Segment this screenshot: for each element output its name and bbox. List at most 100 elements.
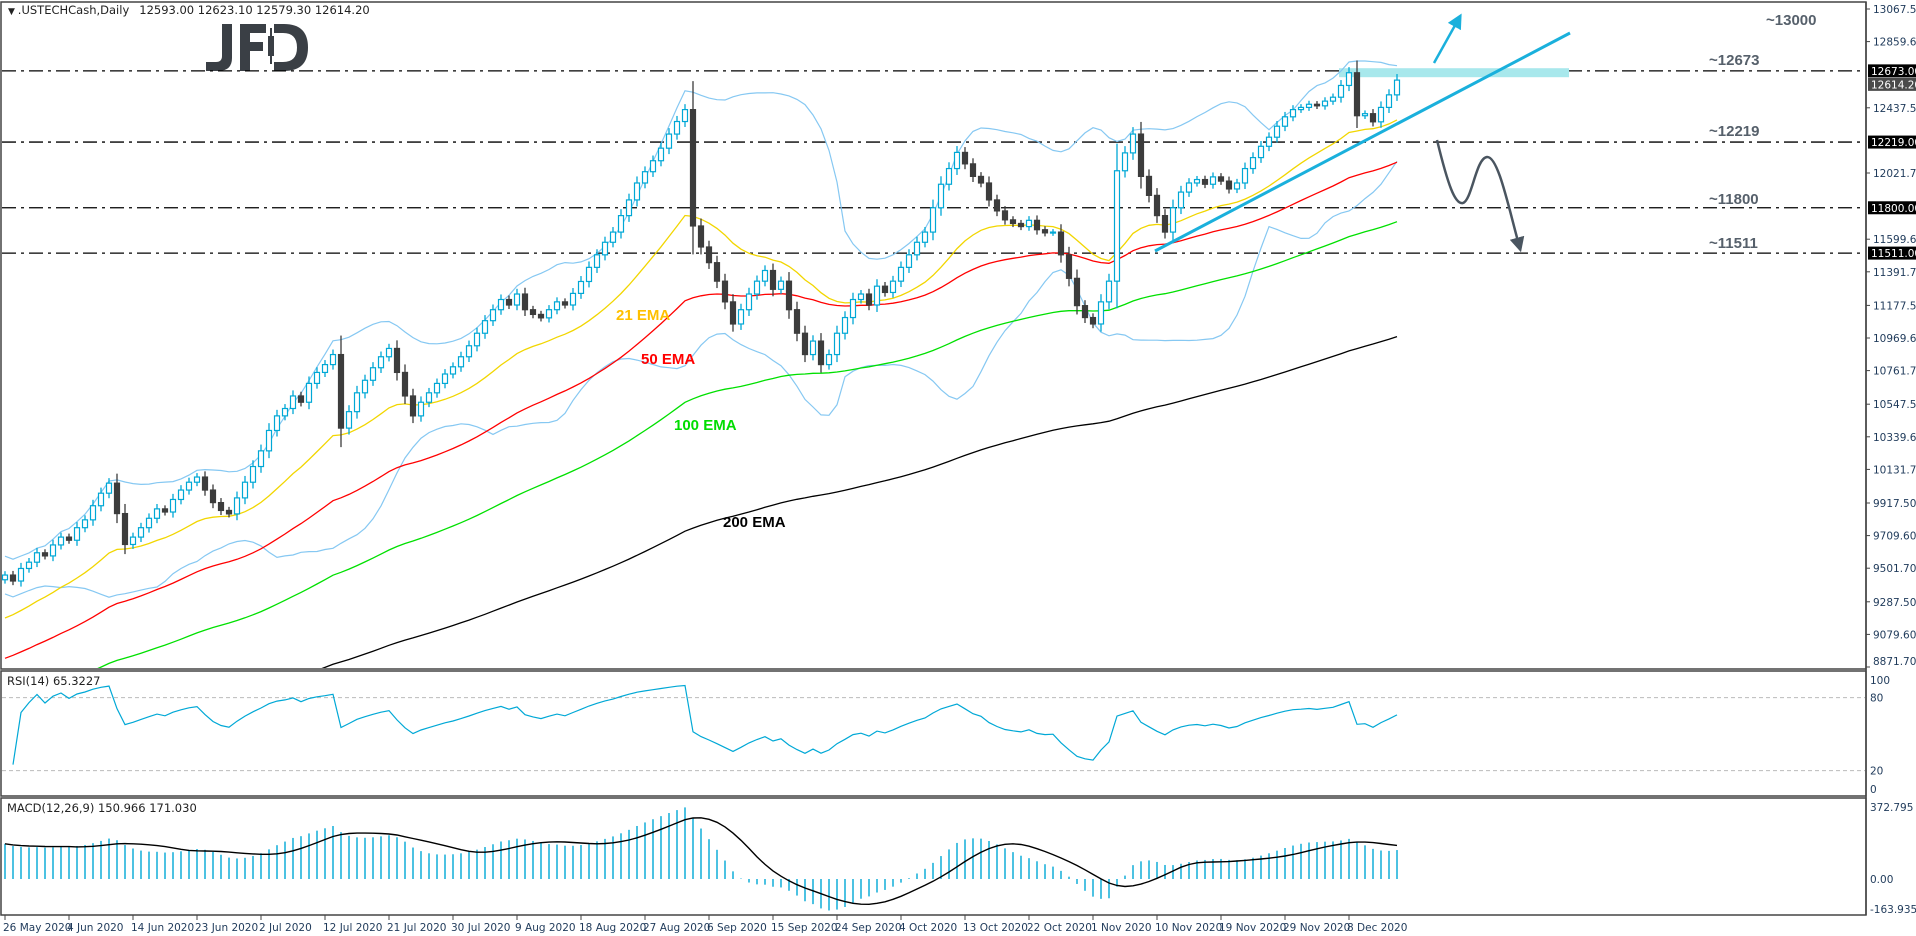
bear-candle xyxy=(1017,219,1025,231)
candle-body xyxy=(849,298,857,319)
bull-candle xyxy=(481,315,489,339)
candle-body xyxy=(1225,180,1233,190)
bull-candle xyxy=(385,343,393,362)
candle-body xyxy=(913,241,921,256)
date-tick-label: 9 Aug 2020 xyxy=(515,922,576,934)
bull-candle xyxy=(281,404,289,421)
bull-candle xyxy=(833,325,841,363)
candle-body xyxy=(353,392,361,413)
bull-candle xyxy=(1177,185,1185,215)
date-tick-label: 4 Jun 2020 xyxy=(67,922,123,934)
candle-body xyxy=(1345,72,1353,87)
bull-candle xyxy=(1377,101,1385,128)
candle-body xyxy=(1273,125,1281,138)
bear-candle xyxy=(65,533,73,544)
bull-candle xyxy=(137,522,145,542)
bull-candle xyxy=(1321,97,1329,110)
bull-candle xyxy=(1025,216,1033,231)
candle-body xyxy=(769,269,777,290)
candle-body xyxy=(1353,72,1361,117)
bull-candle xyxy=(681,104,689,127)
candle-body xyxy=(25,561,33,570)
candle-body xyxy=(1313,103,1321,107)
rsi-plot[interactable] xyxy=(2,684,1866,772)
level-price-tag xyxy=(1868,135,1916,149)
candle-body xyxy=(1153,194,1161,217)
candle-body xyxy=(601,241,609,256)
date-tick-label: 15 Sep 2020 xyxy=(771,922,838,934)
candle-body xyxy=(1321,100,1329,107)
candle-body xyxy=(217,502,225,512)
candle-body xyxy=(825,353,833,366)
candle-body xyxy=(561,301,569,306)
candle-body xyxy=(1129,133,1137,154)
candle-body xyxy=(193,476,201,483)
bear-candle xyxy=(697,218,705,255)
candle-body xyxy=(1297,106,1305,111)
bear-candle xyxy=(1009,216,1017,228)
candle-body xyxy=(257,450,265,468)
bull-candle xyxy=(601,236,609,261)
candle-body xyxy=(481,320,489,334)
ema-label-200: 200 EMA xyxy=(723,514,786,531)
collapse-triangle-icon[interactable]: ▼ xyxy=(8,7,18,17)
bull-candle xyxy=(657,142,665,167)
level-label: ~12219 xyxy=(1709,123,1759,140)
bear-candle xyxy=(1089,313,1097,329)
price-plot[interactable] xyxy=(2,31,1866,757)
bull-candle xyxy=(105,478,113,499)
bull-candle xyxy=(305,376,313,410)
candle-body xyxy=(65,536,73,541)
candle-body xyxy=(337,353,345,429)
bull-candle xyxy=(633,176,641,207)
candle-body xyxy=(713,262,721,282)
bear-candle xyxy=(217,498,225,515)
bull-candle xyxy=(585,261,593,288)
candle-body xyxy=(129,536,137,546)
bull-candle xyxy=(193,473,201,487)
candle-body xyxy=(1249,156,1257,170)
bull-candle xyxy=(665,128,673,155)
price-tick-label: 9501.70 xyxy=(1873,563,1916,575)
level-price-tag-text: 12219.00 xyxy=(1871,137,1916,149)
bull-candle xyxy=(1337,80,1345,103)
bear-candle xyxy=(393,340,401,381)
date-tick-label: 29 Nov 2020 xyxy=(1283,922,1350,934)
bull-candle xyxy=(513,288,521,311)
macd-panel-frame xyxy=(0,797,1867,916)
bear-candle xyxy=(1153,188,1161,223)
candle-body xyxy=(929,207,937,233)
bull-candle xyxy=(33,547,41,568)
price-tick-label: 13067.50 xyxy=(1873,4,1916,16)
candle-body xyxy=(1369,113,1377,123)
bull-candle xyxy=(913,236,921,261)
candle-body xyxy=(89,505,97,521)
level-price-tag-text: 12673.00 xyxy=(1871,66,1916,78)
bull-candle xyxy=(1049,229,1057,236)
rsi-tick-label: 0 xyxy=(1870,784,1877,796)
bear-candle xyxy=(121,503,129,555)
ema-label-100: 100 EMA xyxy=(674,417,737,434)
resistance-zone xyxy=(1339,68,1569,78)
rsi-title: RSI(14) 65.3227 xyxy=(7,674,101,688)
bull-candle xyxy=(921,227,929,248)
ema-label-21: 21 EMA xyxy=(616,307,670,324)
bear-candle xyxy=(961,147,969,170)
candle-body xyxy=(137,527,145,538)
rsi-tick-label: 20 xyxy=(1870,766,1883,778)
candle-body xyxy=(945,167,953,185)
bull-candle xyxy=(441,369,449,389)
bull-candle xyxy=(169,493,177,518)
candle-body xyxy=(593,254,601,268)
candle-body xyxy=(737,309,745,325)
bull-candle xyxy=(449,362,457,379)
bull-candle xyxy=(1097,294,1105,332)
macd-plot[interactable] xyxy=(4,807,1398,911)
bear-candle xyxy=(969,158,977,182)
candle-body xyxy=(817,340,825,366)
date-tick-label: 10 Nov 2020 xyxy=(1155,922,1222,934)
candle-body xyxy=(937,183,945,209)
bull-candle xyxy=(1289,105,1297,122)
candle-body xyxy=(1145,175,1153,196)
